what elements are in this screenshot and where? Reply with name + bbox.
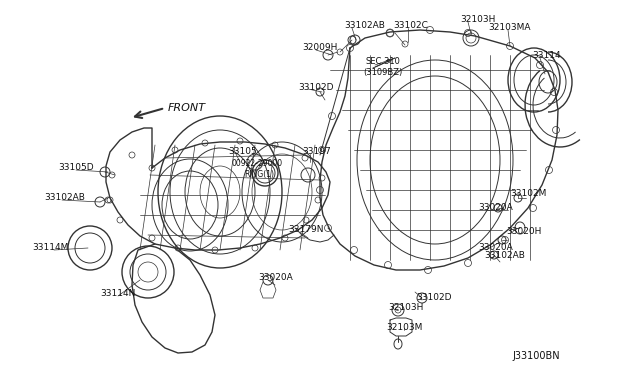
Text: 32103H: 32103H (460, 16, 495, 25)
Text: 33197: 33197 (302, 148, 331, 157)
Text: 33102AB: 33102AB (44, 193, 85, 202)
Text: 32103H: 32103H (388, 304, 424, 312)
Text: 33020A: 33020A (478, 203, 513, 212)
Text: 33102D: 33102D (298, 83, 333, 92)
Text: 32103MA: 32103MA (488, 23, 531, 32)
Text: 33179N: 33179N (288, 225, 323, 234)
Text: 33102AB: 33102AB (344, 22, 385, 31)
Text: SEC.310: SEC.310 (366, 58, 401, 67)
Text: 33105: 33105 (228, 148, 257, 157)
Text: 33114N: 33114N (100, 289, 136, 298)
Text: 33020H: 33020H (506, 227, 541, 235)
Text: 33105D: 33105D (58, 164, 93, 173)
Text: J33100BN: J33100BN (513, 351, 560, 361)
Text: RING(1): RING(1) (244, 170, 274, 179)
Text: 33102AB: 33102AB (484, 251, 525, 260)
Text: 33102M: 33102M (510, 189, 547, 198)
Text: (3109BZ): (3109BZ) (363, 67, 403, 77)
Text: 33102C: 33102C (393, 22, 428, 31)
Text: FRONT: FRONT (168, 103, 206, 113)
Text: 33102D: 33102D (416, 294, 451, 302)
Text: 33114M: 33114M (32, 244, 68, 253)
Text: 33114: 33114 (532, 51, 561, 61)
Text: 32009H: 32009H (302, 44, 337, 52)
Text: 33020A: 33020A (258, 273, 292, 282)
Text: 33020A: 33020A (478, 244, 513, 253)
Text: 00922-29000: 00922-29000 (232, 160, 283, 169)
Text: 32103M: 32103M (386, 324, 422, 333)
